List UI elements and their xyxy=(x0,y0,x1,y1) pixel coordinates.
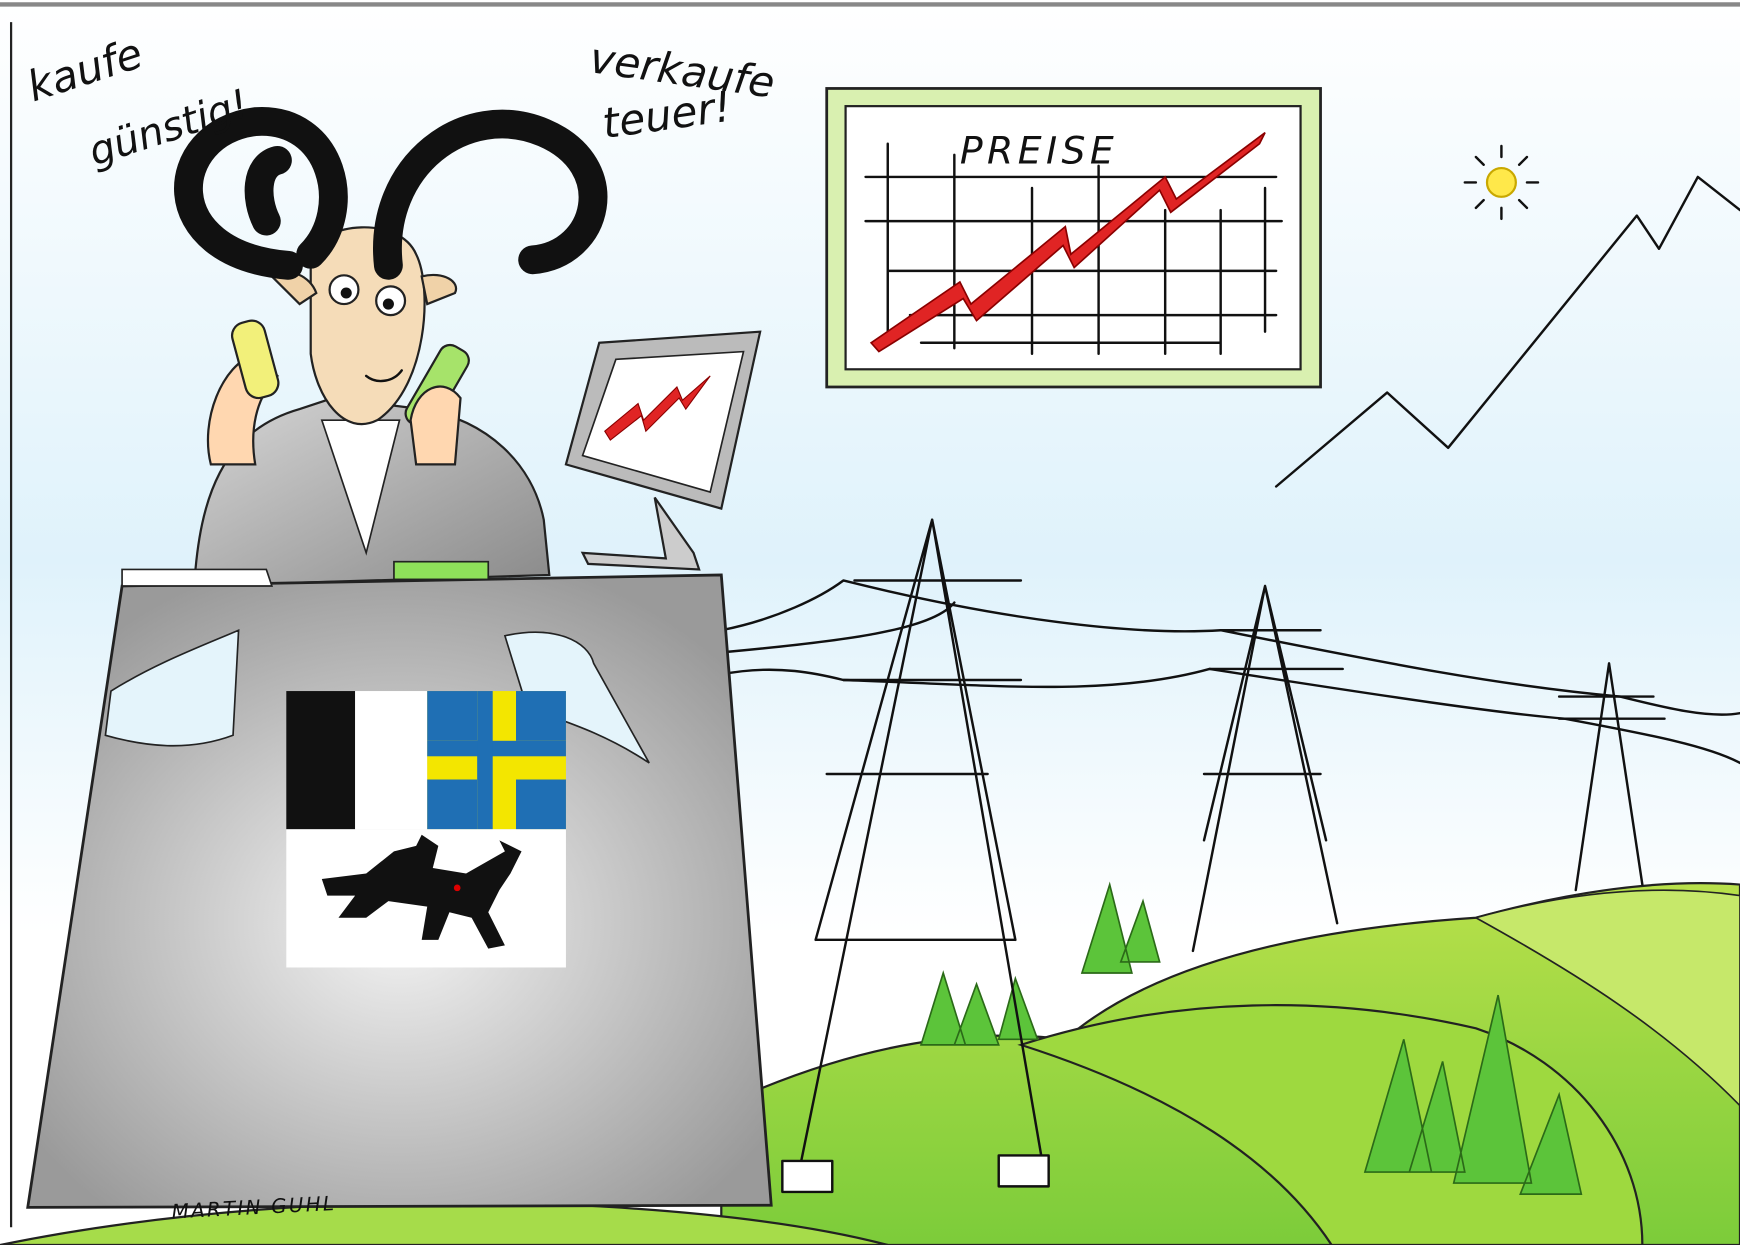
flag xyxy=(286,691,566,967)
cartoon: PREISE xyxy=(0,0,1740,1245)
sun xyxy=(1465,146,1538,219)
price-board: PREISE xyxy=(827,88,1321,387)
board-title: PREISE xyxy=(960,129,1118,173)
